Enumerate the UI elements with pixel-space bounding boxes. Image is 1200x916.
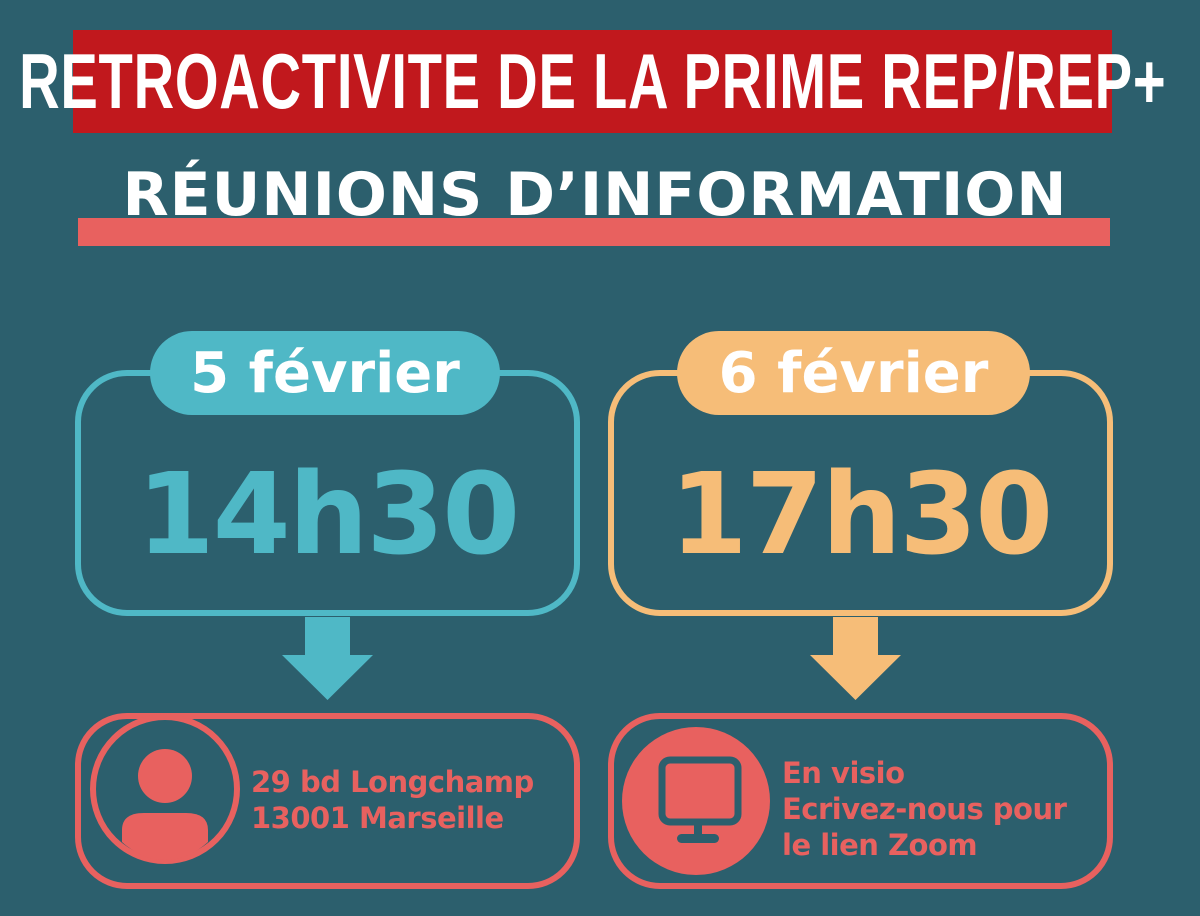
arrow-down-icon <box>810 617 901 700</box>
title: RETROACTIVITE DE LA PRIME REP/REP+ <box>18 37 1167 125</box>
address-line: 13001 Marseille <box>251 801 504 835</box>
info-line: Ecrivez-nous pour <box>782 792 1067 826</box>
session-2-date: 6 février <box>677 331 1030 415</box>
subtitle: RÉUNIONS D’INFORMATION <box>122 160 1068 230</box>
session-1-date: 5 février <box>150 331 500 415</box>
info-line: En visio <box>782 756 905 790</box>
address-line: 29 bd Longchamp <box>251 765 534 799</box>
session-1-time: 14h30 <box>136 450 520 580</box>
monitor-icon <box>622 727 770 875</box>
subtitle-underline <box>78 218 1110 246</box>
title-banner: RETROACTIVITE DE LA PRIME REP/REP+ <box>19 30 1165 133</box>
session-2-time: 17h30 <box>669 450 1053 580</box>
session-1-location-box <box>75 713 580 889</box>
info-line: le lien Zoom <box>782 828 978 862</box>
arrow-down-icon <box>282 617 373 700</box>
session-1-info: 29 bd Longchamp 13001 Marseille <box>251 764 534 836</box>
session-2-info: En visio Ecrivez-nous pour le lien Zoom <box>782 755 1067 863</box>
person-icon <box>90 714 240 864</box>
session-2-location-box <box>608 713 1113 889</box>
